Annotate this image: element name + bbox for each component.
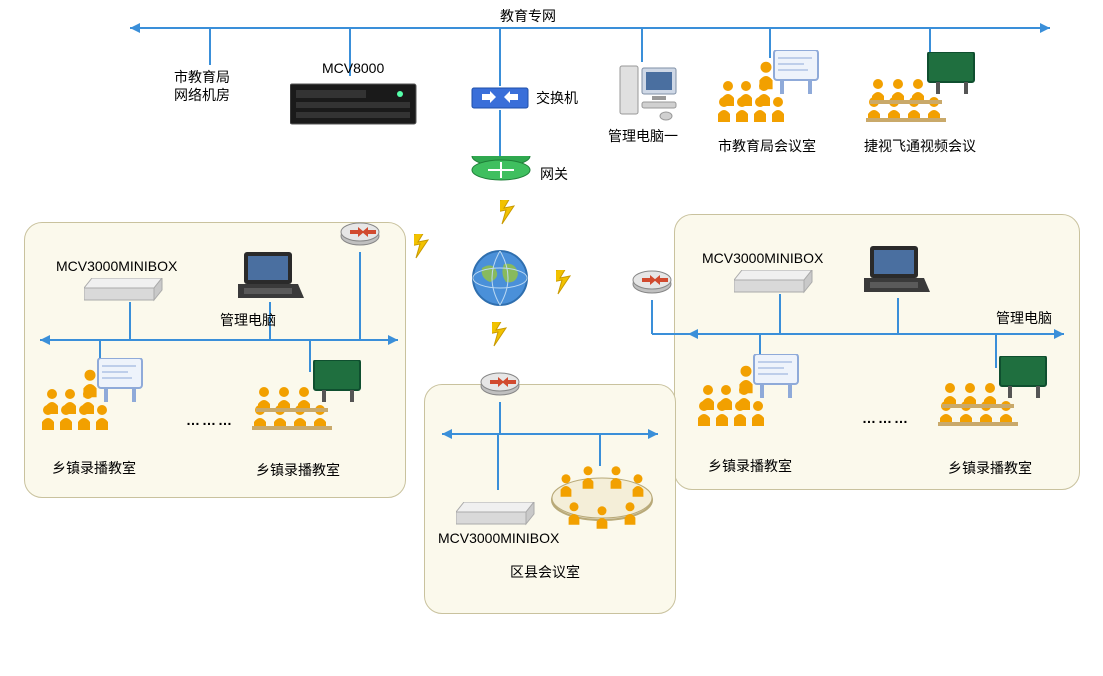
left-ellipsis: ………	[186, 412, 234, 428]
mgmt-pc1-label: 管理电脑一	[608, 126, 678, 146]
center-minibox-label: MCV3000MINIBOX	[438, 530, 559, 546]
gateway-label: 网关	[540, 164, 568, 184]
bolt-2-icon	[556, 270, 580, 298]
diagram-stage: { "colors":{ "line":"#3a8fd9", "box_bord…	[0, 0, 1103, 676]
desktop-pc-icon	[616, 60, 680, 124]
right-scene1-icon	[696, 354, 814, 446]
right-town2-label: 乡镇录播教室	[948, 458, 1032, 478]
globe-icon	[470, 248, 530, 308]
left-laptop-icon	[238, 252, 306, 302]
bolt-1-icon	[414, 234, 438, 262]
right-scene2-icon	[938, 356, 1062, 448]
right-minibox-icon	[734, 270, 816, 296]
left-minibox-label: MCV3000MINIBOX	[56, 258, 177, 274]
city-meeting-scene-icon	[716, 50, 828, 134]
city-meeting-label: 市教育局会议室	[718, 136, 816, 156]
county-meeting-label: 区县会议室	[510, 562, 580, 582]
server-room-label: 市教育局 网络机房	[174, 68, 230, 104]
switch-label: 交换机	[536, 88, 578, 108]
switch-icon	[470, 86, 530, 112]
mcv8000-label: MCV8000	[322, 60, 384, 76]
right-minibox-label: MCV3000MINIBOX	[702, 250, 823, 266]
left-minibox-icon	[84, 278, 166, 304]
router-right-icon	[632, 266, 674, 298]
router-left-icon	[340, 218, 382, 250]
left-mgmt-pc-label: 管理电脑	[220, 310, 276, 330]
conference-table-icon	[548, 458, 660, 538]
server-room-text: 市教育局 网络机房	[174, 69, 230, 103]
server-icon	[290, 80, 420, 128]
gateway-icon	[470, 156, 532, 190]
topbar-label: 教育专网	[500, 6, 556, 26]
right-laptop-icon	[864, 246, 932, 296]
right-town1-label: 乡镇录播教室	[708, 456, 792, 476]
left-town1-label: 乡镇录播教室	[52, 458, 136, 478]
center-minibox-icon	[456, 502, 538, 528]
bolt-4-icon	[500, 200, 524, 228]
jieshi-scene-icon	[866, 52, 986, 136]
left-scene2-icon	[252, 360, 376, 452]
router-center-icon	[480, 368, 522, 400]
jieshi-label: 捷视飞通视频会议	[864, 136, 976, 156]
left-scene1-icon	[40, 358, 158, 450]
left-town2-label: 乡镇录播教室	[256, 460, 340, 480]
right-ellipsis: ………	[862, 410, 910, 426]
bolt-3-icon	[492, 322, 516, 350]
right-mgmt-pc-label: 管理电脑	[996, 308, 1052, 328]
